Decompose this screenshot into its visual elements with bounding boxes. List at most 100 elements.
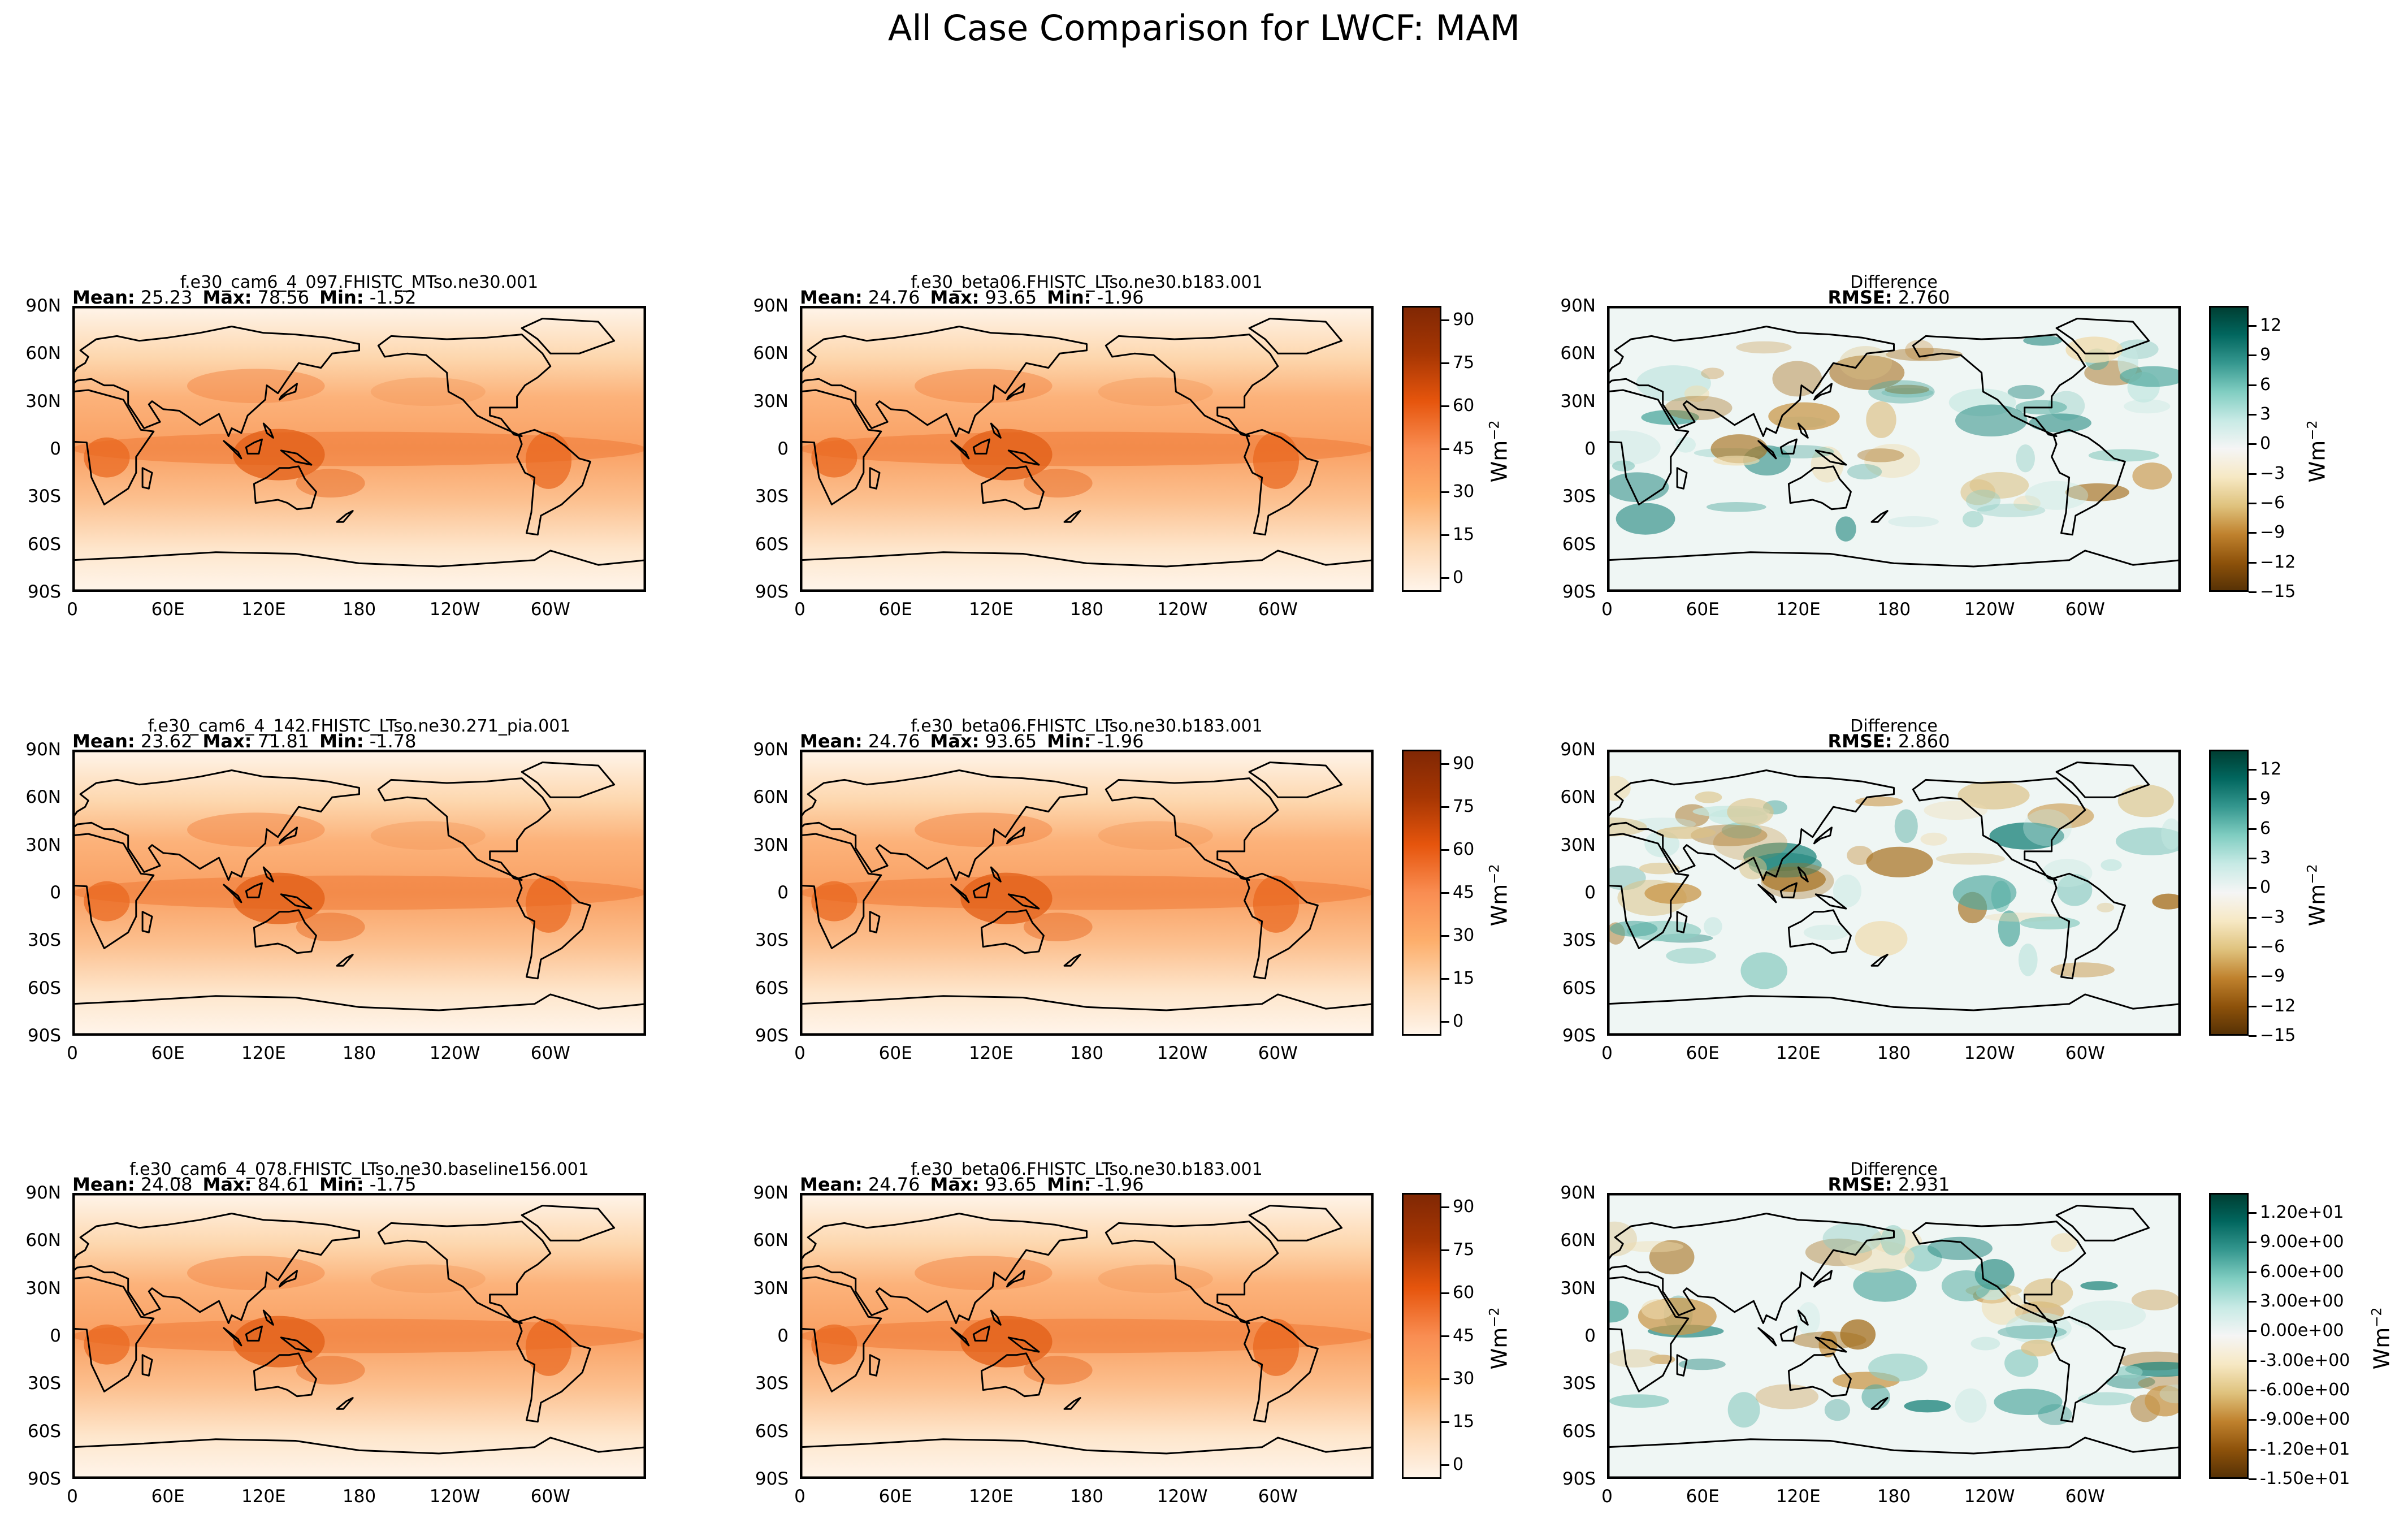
- rmse-value: 2.860: [1898, 730, 1950, 752]
- mean-value: 24.76: [868, 730, 920, 752]
- colorbar: [2209, 1193, 2249, 1479]
- min-value: -1.78: [369, 730, 417, 752]
- lon-tick-label: 60E: [151, 1486, 185, 1507]
- panel-stats: Mean: 24.76 Max: 93.65 Min: -1.96: [800, 1175, 1154, 1194]
- panel-stats: RMSE: 2.931: [1607, 1175, 2181, 1194]
- colorbar-tick-mark: [2249, 768, 2257, 771]
- colorbar-tick-label: 12: [2260, 759, 2282, 779]
- map-frame: [72, 1193, 646, 1479]
- lat-tick-label: 30N: [25, 391, 61, 412]
- colorbar-tick-mark: [2249, 1242, 2257, 1244]
- colorbar-label-text: Wm: [1487, 440, 1512, 483]
- colorbar-tick-label: 30: [1453, 481, 1475, 501]
- panel-stats: Mean: 24.76 Max: 93.65 Min: -1.96: [800, 732, 1154, 751]
- lon-tick-label: 180: [1877, 599, 1911, 620]
- lat-tick-label: 90N: [753, 1183, 789, 1203]
- lon-tick-label: 120E: [241, 1486, 286, 1507]
- lat-tick-label: 90S: [1562, 1026, 1596, 1046]
- lon-tick-label: 0: [1601, 1043, 1613, 1063]
- colorbar-tick-mark: [1441, 806, 1449, 808]
- panel-stats: Mean: 23.62 Max: 71.81 Min: -1.78: [72, 732, 427, 751]
- lon-tick-label: 60E: [1686, 1043, 1720, 1063]
- colorbar-label: Wm−2: [2301, 406, 2330, 496]
- lon-tick-label: 0: [67, 599, 78, 620]
- colorbar-tick-mark: [2249, 1271, 2257, 1273]
- lon-tick-label: 180: [1069, 1486, 1104, 1507]
- map-panel: [800, 1193, 1374, 1479]
- colorbar-tick-mark: [2249, 828, 2257, 830]
- min-label: Min:: [1047, 287, 1092, 308]
- lat-tick-label: 60N: [25, 787, 61, 808]
- colorbar-tick-mark: [1441, 1378, 1449, 1380]
- colorbar-tick-label: -9.00e+00: [2260, 1409, 2350, 1430]
- colorbar-tick-mark: [2249, 1419, 2257, 1421]
- colorbar-tick-label: 90: [1453, 310, 1475, 330]
- lat-tick-label: 30S: [27, 1373, 61, 1394]
- colorbar-label-exponent: −2: [2368, 1307, 2385, 1327]
- colorbar-tick-mark: [2249, 325, 2257, 327]
- panel-title: f.e30_beta06.FHISTC_LTso.ne30.b183.001: [911, 272, 1263, 292]
- colorbar-tick-label: 3: [2260, 404, 2271, 424]
- lon-tick-label: 120E: [1775, 1486, 1821, 1507]
- colorbar-tick-mark: [2249, 1389, 2257, 1391]
- lon-tick-label: 120E: [968, 1043, 1014, 1063]
- max-value: 78.56: [257, 287, 310, 308]
- lon-tick-label: 120W: [1157, 1043, 1208, 1063]
- lat-tick-label: 60S: [1562, 977, 1596, 998]
- lat-tick-label: 60N: [753, 343, 789, 364]
- colorbar: [2209, 306, 2249, 592]
- panel-title: Difference: [1850, 272, 1938, 292]
- lon-tick-label: 0: [794, 599, 805, 620]
- colorbar-tick-mark: [1441, 1206, 1449, 1209]
- lat-tick-label: 30S: [755, 1373, 789, 1394]
- colorbar: [1402, 306, 1441, 592]
- colorbar-tick-label: 6: [2260, 374, 2271, 395]
- lat-tick-label: 30S: [1562, 486, 1596, 507]
- mean-value: 24.08: [140, 1174, 193, 1195]
- lat-tick-label: 90N: [1560, 1183, 1596, 1203]
- colorbar-label-text: Wm: [2305, 884, 2330, 927]
- lat-tick-label: 90S: [27, 1026, 61, 1046]
- colorbar: [1402, 1193, 1441, 1479]
- lat-tick-label: 30S: [1562, 1373, 1596, 1394]
- colorbar-tick-mark: [1441, 448, 1449, 450]
- rmse-label: RMSE:: [1827, 1174, 1892, 1195]
- colorbar-tick-label: 75: [1453, 797, 1475, 817]
- lon-tick-label: 180: [342, 599, 376, 620]
- colorbar-label-text: Wm: [2369, 1327, 2394, 1370]
- lat-tick-label: 30N: [753, 1278, 789, 1299]
- colorbar-tick-label: 9: [2260, 345, 2271, 365]
- colorbar-tick-mark: [2249, 1478, 2257, 1480]
- colorbar-tick-label: 60: [1453, 1283, 1475, 1303]
- lat-tick-label: 60N: [753, 787, 789, 808]
- map-frame: [800, 1193, 1374, 1479]
- lat-tick-label: 60S: [27, 977, 61, 998]
- colorbar-tick-label: 0: [2260, 877, 2271, 898]
- map-panel: [72, 1193, 646, 1479]
- colorbar-tick-mark: [1441, 319, 1449, 322]
- lon-tick-label: 120W: [1964, 1486, 2015, 1507]
- colorbar-tick-label: 90: [1453, 1197, 1475, 1217]
- map-panel: [800, 750, 1374, 1036]
- colorbar-label-exponent: −2: [2304, 864, 2320, 884]
- panel-stats: Mean: 24.76 Max: 93.65 Min: -1.96: [800, 288, 1154, 307]
- colorbar-tick-mark: [2249, 502, 2257, 504]
- lon-tick-label: 120E: [241, 599, 286, 620]
- lat-tick-label: 90S: [1562, 582, 1596, 602]
- colorbar-tick-label: 3.00e+00: [2260, 1291, 2344, 1311]
- min-value: -1.75: [369, 1174, 417, 1195]
- min-value: -1.96: [1097, 1174, 1144, 1195]
- colorbar-tick-label: −6: [2260, 936, 2285, 957]
- map-frame: [1607, 750, 2181, 1036]
- colorbar-tick-label: 15: [1453, 524, 1475, 544]
- lon-tick-label: 60E: [878, 599, 912, 620]
- colorbar-tick-mark: [2249, 561, 2257, 564]
- lat-tick-label: 90N: [25, 739, 61, 760]
- colorbar-tick-mark: [1441, 763, 1449, 765]
- colorbar-tick-label: 60: [1453, 840, 1475, 860]
- panel-stats: RMSE: 2.760: [1607, 288, 2181, 307]
- lon-tick-label: 60W: [2065, 1486, 2105, 1507]
- mean-label: Mean:: [72, 730, 135, 752]
- colorbar-tick-label: 0: [1453, 567, 1464, 587]
- rmse-value: 2.760: [1898, 287, 1950, 308]
